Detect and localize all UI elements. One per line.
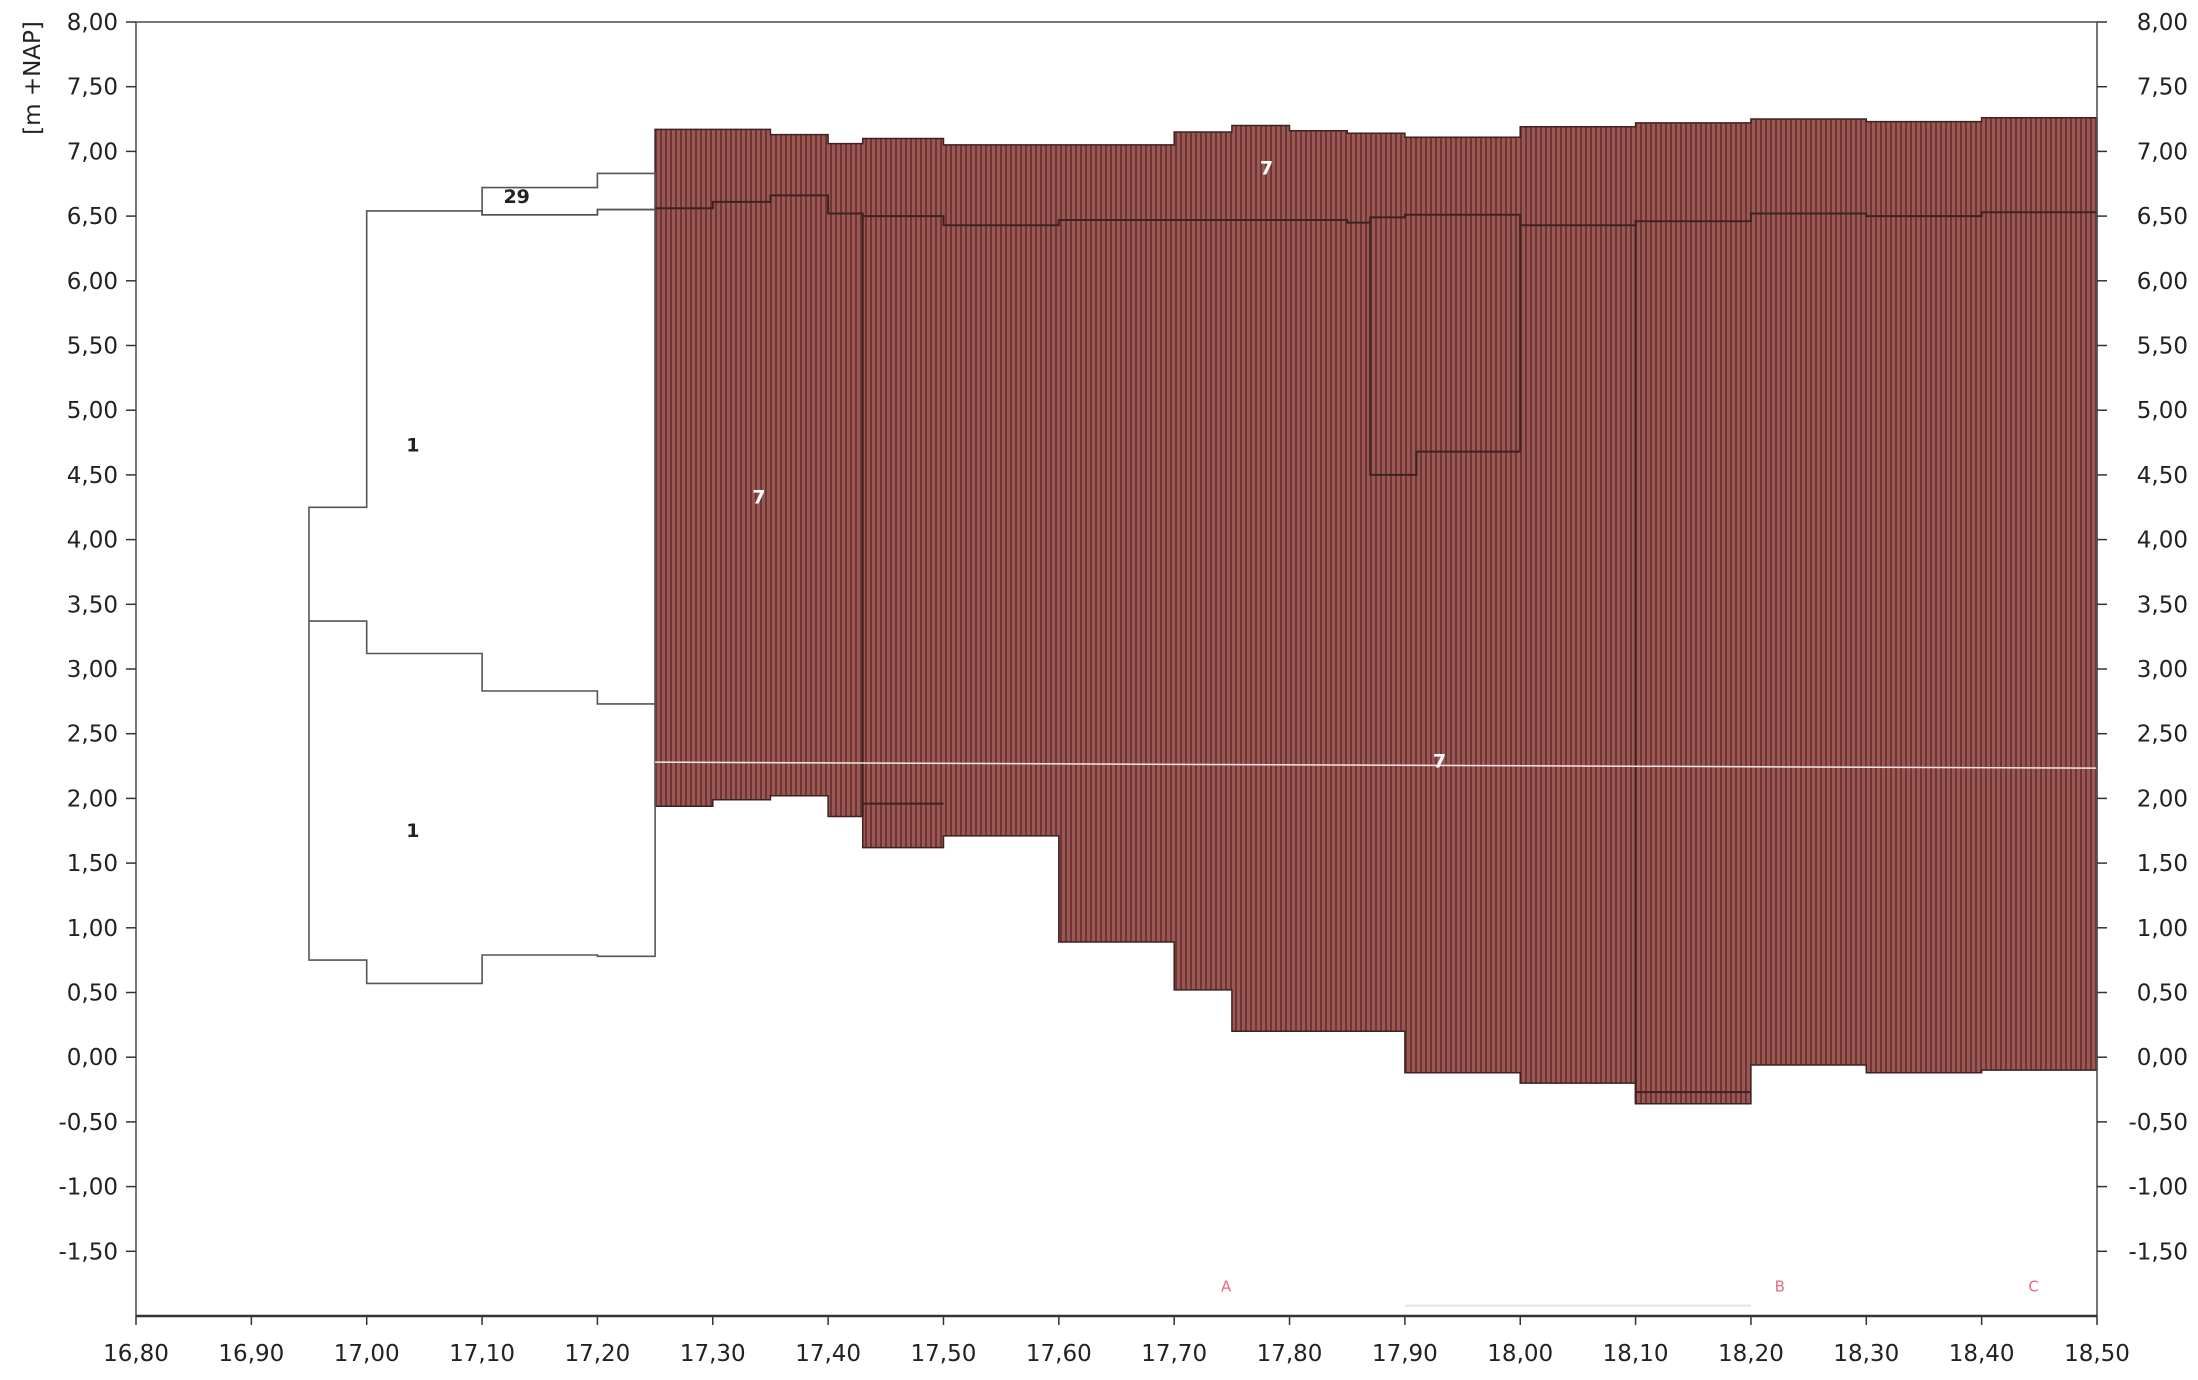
y-tick-label-left: 6,50: [67, 204, 118, 230]
y-tick-label-right: 7,00: [2137, 139, 2188, 165]
y-tick-label-right: 1,50: [2137, 851, 2188, 877]
segment-label-7: 7: [1433, 750, 1446, 772]
marker-label-A: A: [1221, 1277, 1232, 1295]
y-tick-label-right: 3,00: [2137, 657, 2188, 683]
y-tick-label-left: 0,50: [67, 981, 118, 1007]
x-tick-label: 17,80: [1257, 1341, 1323, 1367]
y-tick-label-left: 3,00: [67, 657, 118, 683]
series-1-outline-1: [308, 208, 656, 985]
y-tick-label-left: 3,50: [67, 592, 118, 618]
y-tick-label-left: 2,50: [67, 722, 118, 748]
marker-label-C: C: [2028, 1277, 2038, 1295]
x-tick-label: 17,10: [449, 1341, 515, 1367]
x-tick-label: 18,30: [1833, 1341, 1899, 1367]
y-tick-label-left: 7,50: [67, 75, 118, 101]
segment-label-1: 1: [406, 820, 419, 842]
y-tick-label-right: 6,00: [2137, 269, 2188, 295]
series-1-divider: [309, 620, 656, 705]
x-tick-label: 18,10: [1603, 1341, 1669, 1367]
y-tick-label-left: 5,50: [67, 334, 118, 360]
x-tick-label: 18,50: [2064, 1341, 2130, 1367]
y-tick-label-left: 1,00: [67, 916, 118, 942]
segment-label-7: 7: [752, 486, 765, 508]
x-tick-label: 17,50: [911, 1341, 977, 1367]
x-tick-label: 18,20: [1718, 1341, 1784, 1367]
x-tick-label: 18,40: [1949, 1341, 2015, 1367]
x-tick-label: 17,60: [1026, 1341, 1092, 1367]
y-tick-label-left: -1,50: [58, 1239, 118, 1265]
y-tick-label-right: -1,00: [2128, 1175, 2188, 1201]
y-tick-label-left: 1,50: [67, 851, 118, 877]
y-tick-label-left: 6,00: [67, 269, 118, 295]
y-tick-label-right: 6,50: [2137, 204, 2188, 230]
y-axis-label: [m +NAP]: [20, 21, 46, 135]
y-tick-label-right: 4,00: [2137, 528, 2188, 554]
series-29-outline-2: [481, 172, 656, 216]
y-tick-label-right: 7,50: [2137, 75, 2188, 101]
y-tick-label-right: 2,00: [2137, 786, 2188, 812]
y-tick-label-left: 7,00: [67, 139, 118, 165]
y-tick-label-left: -0,50: [58, 1110, 118, 1136]
x-tick-label: 17,70: [1141, 1341, 1207, 1367]
y-tick-label-left: 5,00: [67, 398, 118, 424]
x-tick-label: 17,00: [334, 1341, 400, 1367]
y-tick-label-right: 5,00: [2137, 398, 2188, 424]
y-tick-label-right: 1,00: [2137, 916, 2188, 942]
y-tick-label-right: -1,50: [2128, 1239, 2188, 1265]
x-tick-label: 16,80: [103, 1341, 169, 1367]
segment-label-7: 7: [1260, 158, 1273, 180]
horizontal-band-line: [655, 761, 2098, 769]
y-tick-label-right: 5,50: [2137, 334, 2188, 360]
y-tick-label-right: 0,50: [2137, 981, 2188, 1007]
y-tick-label-left: 4,00: [67, 528, 118, 554]
layer-boundary-line-0: [655, 194, 2097, 227]
y-tick-label-left: -1,00: [58, 1175, 118, 1201]
y-tick-label-right: -0,50: [2128, 1110, 2188, 1136]
x-tick-label: 17,20: [564, 1341, 630, 1367]
y-tick-label-right: 0,00: [2137, 1045, 2188, 1071]
segment-label-1: 1: [406, 435, 419, 457]
y-tick-label-left: 2,00: [67, 786, 118, 812]
x-tick-label: 17,30: [680, 1341, 746, 1367]
x-tick-label: 17,90: [1372, 1341, 1438, 1367]
x-tick-label: 17,40: [795, 1341, 861, 1367]
y-tick-label-right: 4,50: [2137, 463, 2188, 489]
y-tick-label-right: 2,50: [2137, 722, 2188, 748]
x-tick-label: 18,00: [1487, 1341, 1553, 1367]
marker-label-B: B: [1775, 1277, 1785, 1295]
series-7-area: [654, 117, 2098, 1105]
y-tick-label-left: 8,00: [67, 10, 118, 36]
layer-boundary-line-1: [1369, 220, 1522, 476]
y-tick-label-left: 0,00: [67, 1045, 118, 1071]
y-tick-label-right: 8,00: [2137, 10, 2188, 36]
y-tick-label-right: 3,50: [2137, 592, 2188, 618]
x-tick-label: 16,90: [218, 1341, 284, 1367]
segment-label-29: 29: [503, 186, 529, 208]
y-tick-label-left: 4,50: [67, 463, 118, 489]
